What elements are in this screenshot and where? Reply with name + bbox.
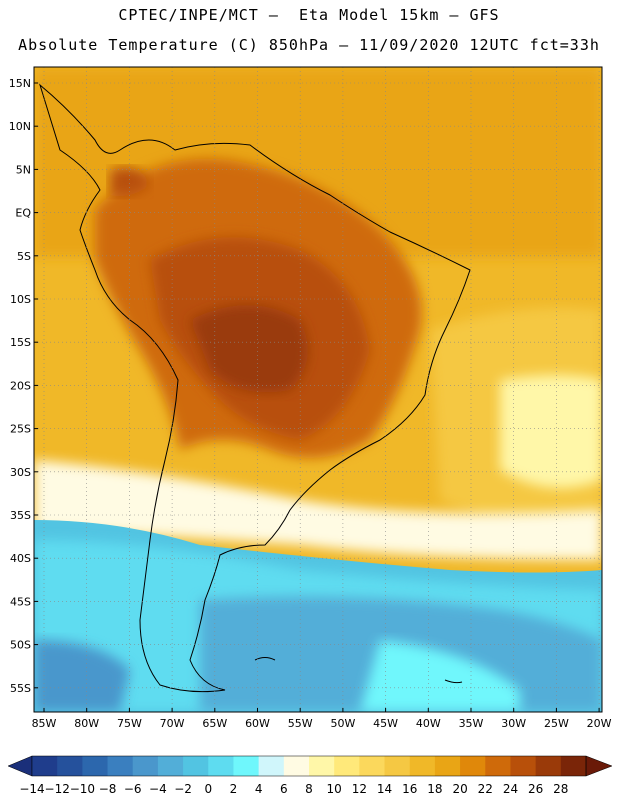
- colorbar-swatch: [460, 756, 486, 776]
- colorbar-label: 6: [280, 782, 288, 796]
- lon-label: 20W: [587, 717, 612, 730]
- temperature-field: [34, 67, 602, 712]
- colorbar-swatch: [32, 756, 58, 776]
- colorbar-swatch: [535, 756, 562, 776]
- lat-label: 15S: [10, 336, 31, 349]
- colorbar-swatch: [510, 756, 537, 776]
- lon-label: 45W: [373, 717, 398, 730]
- lat-label: 45S: [10, 595, 31, 608]
- lon-label: 65W: [202, 717, 227, 730]
- lat-label: 55S: [10, 682, 31, 695]
- coastline: [39, 83, 471, 693]
- colorbar-swatch: [485, 756, 511, 776]
- colorbar-label: −12: [45, 782, 70, 796]
- colorbar-label: 24: [503, 782, 518, 796]
- lat-label: 30S: [10, 466, 31, 479]
- colorbar-high-arrow: [585, 755, 613, 777]
- lon-label: 70W: [160, 717, 185, 730]
- lat-label: 35S: [10, 509, 31, 522]
- colorbar-label: 12: [352, 782, 367, 796]
- lat-label: 25S: [10, 423, 31, 436]
- colorbar-label: 18: [427, 782, 442, 796]
- colorbar-label: −4: [149, 782, 167, 796]
- lat-label: 50S: [10, 639, 31, 652]
- colorbar-label: 14: [377, 782, 392, 796]
- colorbar-label: 10: [327, 782, 342, 796]
- colorbar-label: −14: [19, 782, 44, 796]
- colorbar-swatch: [82, 756, 109, 776]
- colorbar-swatch: [233, 756, 260, 776]
- map-frame: [33, 66, 603, 713]
- map-title-line2: Absolute Temperature (C) 850hPa – 11/09/…: [18, 36, 600, 54]
- lat-label: 15N: [9, 77, 31, 90]
- colorbar-swatch: [309, 756, 335, 776]
- colorbar-label: 8: [305, 782, 313, 796]
- lon-label: 80W: [74, 717, 99, 730]
- colorbar-swatch: [107, 756, 134, 776]
- colorbar-label: 16: [402, 782, 417, 796]
- colorbar-label: 22: [478, 782, 493, 796]
- lon-label: 25W: [544, 717, 569, 730]
- colorbar-swatch: [208, 756, 234, 776]
- lon-label: 55W: [288, 717, 313, 730]
- lon-label: 30W: [501, 717, 526, 730]
- lat-label: 5S: [17, 250, 31, 263]
- colorbar-label: 28: [553, 782, 568, 796]
- colorbar-label: 4: [255, 782, 263, 796]
- colorbar-swatch: [132, 756, 159, 776]
- lon-label: 60W: [245, 717, 270, 730]
- colorbar-swatch: [183, 756, 209, 776]
- lon-label: 85W: [32, 717, 57, 730]
- lon-label: 35W: [459, 717, 484, 730]
- colorbar-label: 26: [528, 782, 543, 796]
- lat-label: 10N: [9, 120, 31, 133]
- colorbar-low-arrow: [7, 755, 33, 777]
- lat-label: 20S: [10, 379, 31, 392]
- lon-label: 50W: [330, 717, 355, 730]
- colorbar-swatch: [434, 756, 461, 776]
- colorbar-swatch: [283, 756, 310, 776]
- colorbar-label: 0: [204, 782, 212, 796]
- colorbar-swatch: [409, 756, 436, 776]
- colorbar-label: −6: [124, 782, 142, 796]
- colorbar: −14 −12 −10 −8 −6 −4 −2 0 2 4 6 8 10 12 14 16 18 20 22 24 26…: [7, 755, 613, 796]
- colorbar-label: 2: [230, 782, 238, 796]
- colorbar-swatch: [359, 756, 386, 776]
- colorbar-swatch: [258, 756, 285, 776]
- lon-label: 75W: [117, 717, 142, 730]
- graticule: [34, 67, 602, 712]
- lat-label: 5N: [16, 163, 31, 176]
- colorbar-label: 20: [452, 782, 467, 796]
- lat-label: 10S: [10, 293, 31, 306]
- colorbar-swatch: [384, 756, 411, 776]
- colorbar-label: −2: [174, 782, 192, 796]
- colorbar-swatch: [334, 756, 360, 776]
- colorbar-label: −10: [70, 782, 95, 796]
- colorbar-swatch: [560, 756, 587, 776]
- lat-label: 40S: [10, 552, 31, 565]
- colorbar-label: −8: [99, 782, 117, 796]
- map-title-line1: CPTEC/INPE/MCT – Eta Model 15km – GFS: [118, 6, 500, 24]
- lat-label: EQ: [15, 207, 31, 220]
- colorbar-swatch: [157, 756, 184, 776]
- colorbar-swatch: [57, 756, 83, 776]
- lon-label: 40W: [416, 717, 441, 730]
